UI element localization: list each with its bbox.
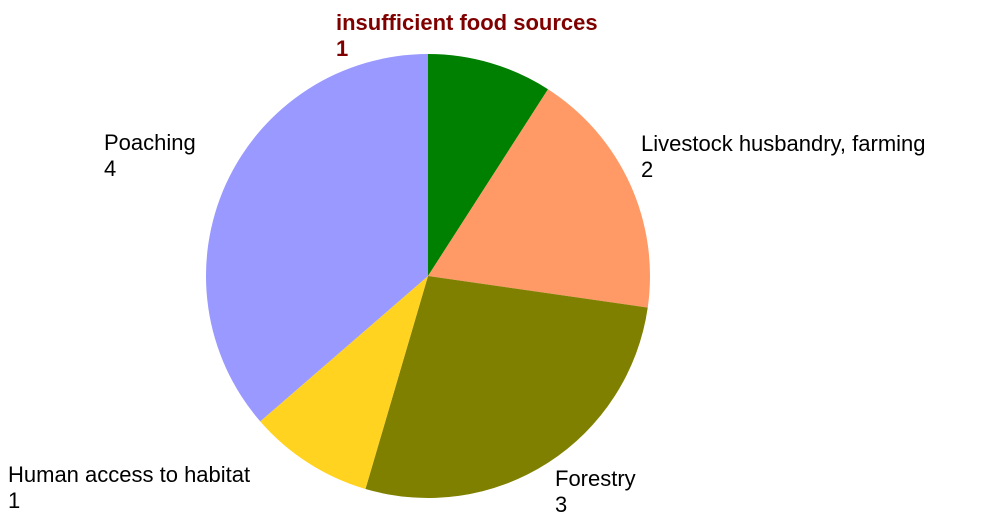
slice-value-insufficient-food-sources: 1 xyxy=(336,36,348,61)
slice-label-poaching: Poaching xyxy=(104,130,196,155)
pie-slice-human-access-to-habitat xyxy=(260,276,428,490)
pie-slice-insufficient-food-sources xyxy=(428,54,549,276)
slice-value-human-access-to-habitat: 1 xyxy=(8,488,20,513)
slice-label-forestry: Forestry xyxy=(555,466,636,491)
pie-slice-poaching xyxy=(205,54,428,422)
pie-slices xyxy=(205,54,650,499)
pie-slice-forestry xyxy=(365,276,648,499)
slice-value-poaching: 4 xyxy=(104,156,116,181)
slice-label-livestock-husbandry-farming: Livestock husbandry, farming xyxy=(641,131,926,156)
slice-label-human-access-to-habitat: Human access to habitat xyxy=(8,462,250,487)
slice-value-livestock-husbandry-farming: 2 xyxy=(641,157,653,182)
slice-value-forestry: 3 xyxy=(555,492,567,516)
slice-label-insufficient-food-sources: insufficient food sources xyxy=(336,10,598,35)
pie-slice-livestock-husbandry-farming xyxy=(428,89,650,308)
